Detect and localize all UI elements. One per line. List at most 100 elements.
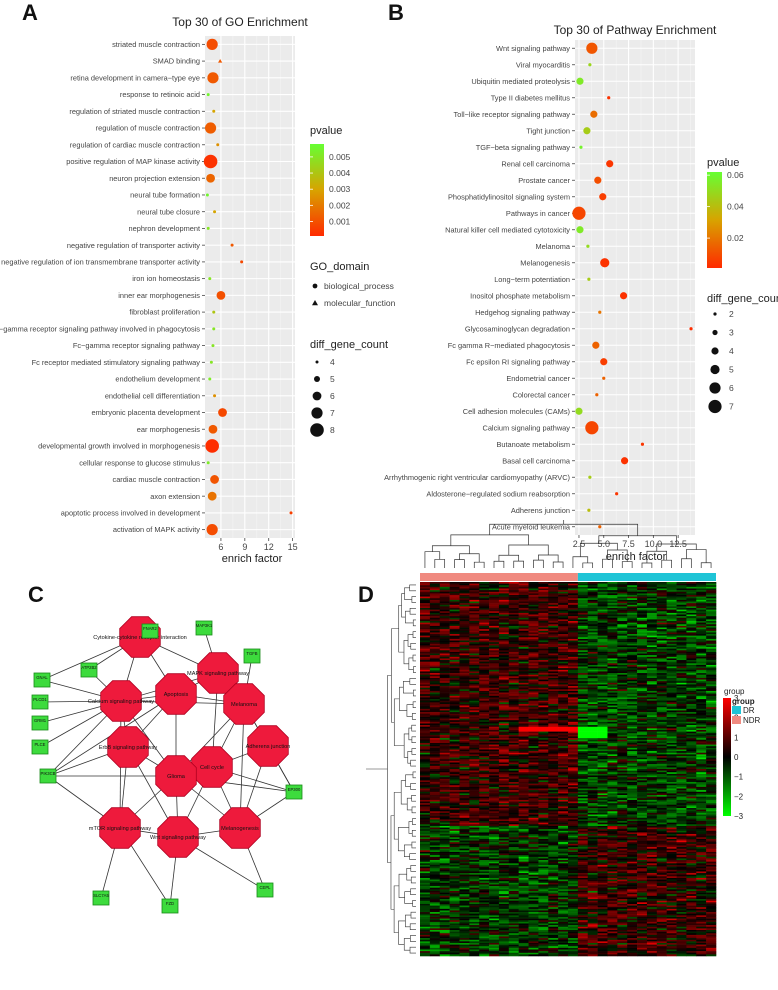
dendrogram-branch <box>404 938 410 950</box>
y-tick-label: Butanoate metabolism <box>496 440 570 449</box>
y-tick-label: Fc gamma R−mediated phagocytosis <box>448 341 571 350</box>
kegg-count-key <box>709 382 720 393</box>
y-tick-label: Long−term potentiation <box>494 275 570 284</box>
data-point <box>290 511 293 514</box>
go-count-key <box>311 407 322 418</box>
dendrogram-branch <box>435 559 445 568</box>
pathway-node-label: Cytokine-cytokine receptor interaction <box>93 635 187 641</box>
gene-node-label: ATP2B2 <box>81 665 97 670</box>
dendrogram-branch <box>701 563 711 568</box>
dendrogram-branch <box>499 555 519 561</box>
kegg-count-key <box>711 347 718 354</box>
data-point <box>207 461 210 464</box>
dendrogram-branch <box>410 936 416 942</box>
dendrogram-branch <box>407 798 412 810</box>
dendrogram-branch <box>413 900 416 906</box>
gene-node-label: TGFB <box>246 651 257 656</box>
go-pvalue-colorbar <box>310 144 324 236</box>
gene-node-label: PLCE <box>35 742 46 747</box>
go-count-label: 6 <box>330 391 335 401</box>
dendrogram-branch <box>413 690 416 696</box>
data-point <box>208 492 217 501</box>
pathway-node-label: ErbB signaling pathway <box>99 745 158 751</box>
dendrogram-branch <box>686 550 706 563</box>
dendrogram-branch <box>412 795 416 801</box>
data-point <box>210 361 213 364</box>
go-domain-label: biological_process <box>324 281 394 291</box>
data-point <box>621 457 628 464</box>
gene-node-label: PLCD1 <box>33 697 47 702</box>
pathway-gene-network-panel: Cytokine-cytokine receptor interactionMA… <box>32 617 302 913</box>
y-tick-label: Fc−gamma receptor signaling pathway <box>73 341 200 350</box>
data-point <box>602 377 605 380</box>
kegg-count-label: 4 <box>729 346 734 356</box>
dendrogram-branch <box>494 561 504 568</box>
gene-node-label: SLC7A5 <box>93 893 109 898</box>
y-tick-label: Renal cell carcinoma <box>501 159 570 168</box>
panel-label-a: A <box>22 0 38 25</box>
panel-label-d: D <box>358 582 374 607</box>
dendrogram-branch <box>398 827 409 850</box>
gene-node-label: GNAL <box>36 675 48 680</box>
dendrogram-branch <box>399 874 407 897</box>
y-tick-label: apoptotic process involved in developmen… <box>61 509 200 518</box>
data-point <box>590 111 597 118</box>
go-count-label: 7 <box>330 408 335 418</box>
kegg-count-key <box>708 400 721 413</box>
gene-node-label: FZD <box>166 901 174 906</box>
data-point <box>600 258 609 267</box>
kegg-count-key <box>712 330 717 335</box>
pathway-node-label: Calcium signaling pathway <box>88 699 154 705</box>
y-tick-label: response to retinoic acid <box>120 90 200 99</box>
pathway-node-label: Adherens junction <box>246 744 291 750</box>
kegg-pvalue-tick-label: 0.04 <box>727 202 744 212</box>
go-pvalue-tick-label: 0.003 <box>329 184 351 194</box>
y-tick-label: Acute myeloid leukemia <box>492 522 571 531</box>
dendrogram-branch <box>391 629 398 723</box>
data-point <box>585 421 598 434</box>
data-point <box>600 358 607 365</box>
dendrogram-branch <box>411 643 416 649</box>
kegg-count-label: 6 <box>729 383 734 393</box>
dendrogram-branch <box>533 560 543 568</box>
gene-node-label: PIK3CB <box>41 771 56 776</box>
dendrogram-branch <box>412 819 416 825</box>
y-tick-label: Glycosaminoglycan degradation <box>465 324 570 333</box>
y-tick-label: endothelial cell differentiation <box>105 391 200 400</box>
dendrogram-branch <box>394 792 401 839</box>
y-tick-label: Inositol phosphate metabolism <box>470 291 570 300</box>
go-count-label: 5 <box>330 374 335 384</box>
dendrogram-branch <box>425 552 440 568</box>
pathway-node-label: Cell cycle <box>200 765 224 771</box>
y-tick-label: Phosphatidylinositol signaling system <box>448 192 570 201</box>
x-tick-label: 9 <box>242 542 247 552</box>
data-point <box>205 439 219 453</box>
data-point <box>213 394 216 397</box>
y-tick-label: regulation of muscle contraction <box>96 124 200 133</box>
go-legend: pvalue GO_domain diff_gene_count 0.0050.… <box>310 125 396 437</box>
dendrogram-branch <box>412 713 416 719</box>
dendrogram-branch <box>391 816 394 910</box>
pathway-node-label: Melanogenesis <box>221 826 259 832</box>
dendrogram-branch <box>538 555 558 562</box>
dendrogram-branch <box>412 749 416 755</box>
go-count-key <box>314 376 320 382</box>
kegg-count-key <box>713 312 716 315</box>
dendrogram-branch <box>403 681 413 693</box>
y-tick-label: retina development in camera−type eye <box>70 73 200 82</box>
kegg-count-key <box>710 365 719 374</box>
data-point <box>208 378 211 381</box>
kegg-count-label: 5 <box>729 365 734 375</box>
data-point <box>588 476 591 479</box>
dendrogram-branch <box>413 702 416 708</box>
pathway-node-label: Glioma <box>167 774 186 780</box>
dendrogram-branch <box>410 924 416 930</box>
y-tick-label: neuron projection extension <box>109 174 200 183</box>
dendrogram-branch <box>411 877 416 883</box>
dendrogram-branch <box>410 947 416 953</box>
data-point <box>216 143 219 146</box>
y-tick-label: nephron development <box>129 224 201 233</box>
